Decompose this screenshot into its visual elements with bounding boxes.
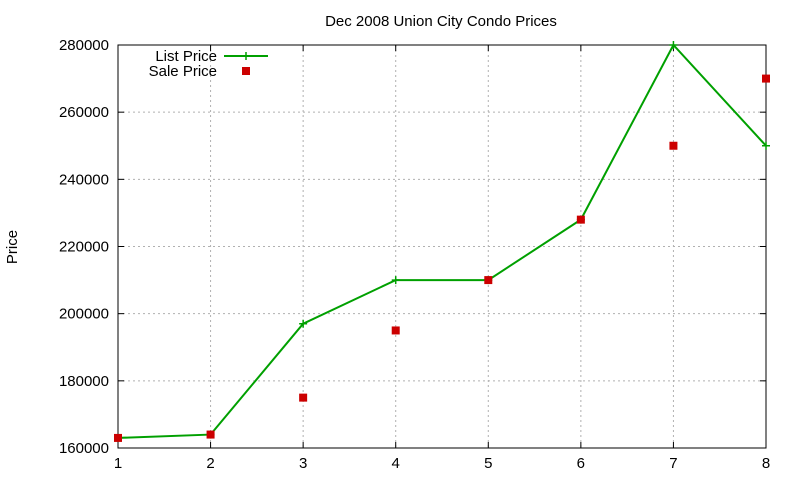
y-axis-label: Price bbox=[4, 230, 21, 264]
legend: List Price Sale Price bbox=[149, 48, 268, 80]
y-tick-label: 280000 bbox=[59, 37, 109, 54]
list-price-point bbox=[762, 141, 770, 150]
legend-label-sale-price: Sale Price bbox=[149, 63, 217, 80]
axis-ticks: 1 2 3 4 5 6 7 8 160000 180000 200000 220000 240000 26… bbox=[59, 37, 770, 472]
sale-price-point bbox=[576, 215, 585, 224]
list-price-point bbox=[299, 319, 308, 328]
y-tick-label: 260000 bbox=[59, 104, 109, 121]
sale-price-point bbox=[114, 433, 122, 442]
x-tick-label: 2 bbox=[206, 455, 214, 472]
x-tick-label: 6 bbox=[577, 455, 585, 472]
list-price-point bbox=[669, 41, 678, 49]
legend-swatch-sale-price bbox=[242, 67, 250, 75]
list-price-point bbox=[391, 276, 400, 285]
grid bbox=[118, 45, 766, 448]
x-tick-label: 1 bbox=[114, 455, 122, 472]
x-tick-label: 7 bbox=[669, 455, 677, 472]
legend-label-list-price: List Price bbox=[155, 48, 217, 65]
y-tick-label: 160000 bbox=[59, 440, 109, 457]
sale-price-point bbox=[669, 141, 678, 150]
sale-price-point bbox=[762, 74, 770, 83]
x-tick-label: 8 bbox=[762, 455, 770, 472]
sale-price-point bbox=[391, 326, 400, 335]
sale-price-point bbox=[484, 276, 493, 285]
series bbox=[114, 41, 770, 442]
legend-marker-list-price bbox=[242, 52, 250, 60]
x-tick-label: 5 bbox=[484, 455, 492, 472]
y-tick-label: 240000 bbox=[59, 171, 109, 188]
sale-price-point bbox=[299, 393, 308, 402]
y-tick-label: 180000 bbox=[59, 373, 109, 390]
y-tick-label: 220000 bbox=[59, 239, 109, 256]
y-tick-label: 200000 bbox=[59, 306, 109, 323]
x-tick-label: 3 bbox=[299, 455, 307, 472]
sale-price-point bbox=[206, 430, 215, 439]
x-tick-label: 4 bbox=[392, 455, 400, 472]
series-line-list-price bbox=[117, 43, 767, 439]
chart-title: Dec 2008 Union City Condo Prices bbox=[325, 13, 557, 30]
